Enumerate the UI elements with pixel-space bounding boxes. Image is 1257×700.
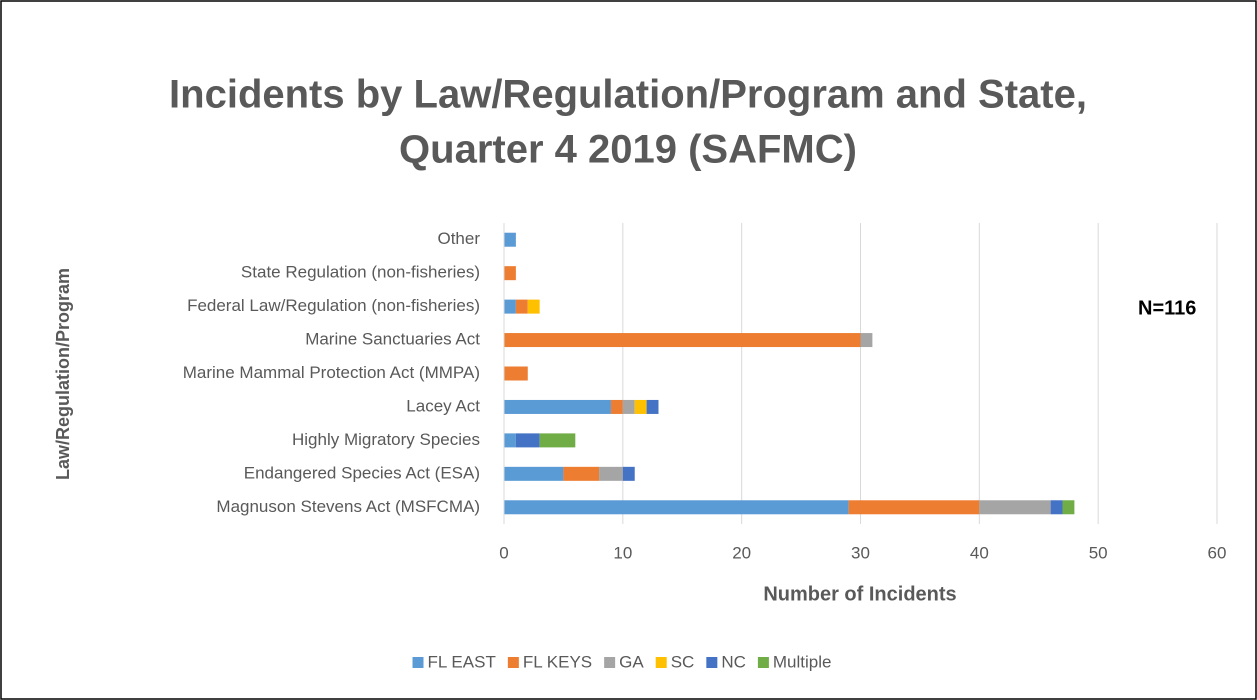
bar-segment <box>860 333 873 348</box>
x-tick-label: 60 <box>1208 543 1227 562</box>
y-tick-label: Marine Sanctuaries Act <box>305 330 480 349</box>
bar-segment <box>539 433 576 448</box>
bar-segment <box>504 266 516 281</box>
bar-segment <box>646 399 659 414</box>
y-tick-label: Lacey Act <box>406 396 480 415</box>
y-tick-label: Federal Law/Regulation (non-fisheries) <box>187 296 480 315</box>
bar-segment <box>610 399 623 414</box>
bar-segment <box>515 433 540 448</box>
bar-segment <box>1062 500 1075 515</box>
bar-segment <box>504 500 849 515</box>
bar-segment <box>979 500 1051 515</box>
bar-segment <box>504 433 516 448</box>
bar-segment <box>504 466 564 481</box>
legend-swatch <box>507 657 519 668</box>
bar-segment <box>504 399 611 414</box>
bar-segment <box>634 399 647 414</box>
x-axis-label: Number of Incidents <box>763 583 956 605</box>
x-tick-label: 20 <box>732 543 751 562</box>
y-tick-label: Other <box>437 229 480 248</box>
legend-swatch <box>655 657 667 668</box>
legend-swatch <box>706 657 718 668</box>
legend-label: FL KEYS <box>523 652 592 671</box>
bar-segment <box>599 466 623 481</box>
x-tick-label: 40 <box>970 543 989 562</box>
bar-segment <box>515 299 528 314</box>
y-axis-label: Law/Regulation/Program <box>53 268 73 480</box>
y-tick-label: State Regulation (non-fisheries) <box>241 263 480 282</box>
x-tick-label: 30 <box>851 543 870 562</box>
legend-label: Multiple <box>773 652 832 671</box>
annotation: N=116 <box>1138 297 1196 319</box>
y-tick-label: Highly Migratory Species <box>292 430 480 449</box>
bar-segment <box>622 466 635 481</box>
y-tick-label: Marine Mammal Protection Act (MMPA) <box>183 363 480 382</box>
legend-label: FL EAST <box>428 652 496 671</box>
legend-label: NC <box>721 652 746 671</box>
bar-segment <box>563 466 600 481</box>
y-tick-label: Magnuson Stevens Act (MSFCMA) <box>216 497 480 516</box>
legend-label: SC <box>671 652 695 671</box>
y-tick-label: Endangered Species Act (ESA) <box>244 463 480 482</box>
legend-swatch <box>412 657 424 668</box>
bar-segment <box>527 299 540 314</box>
bar-segment <box>504 232 516 247</box>
legend-swatch <box>757 657 769 668</box>
bar-segment <box>504 366 528 381</box>
bar-segment <box>1050 500 1063 515</box>
legend-swatch <box>604 657 616 668</box>
chart-title: Quarter 4 2019 (SAFMC) <box>399 128 857 172</box>
bar-segment <box>622 399 635 414</box>
bar-segment <box>504 333 861 348</box>
bar-segment <box>848 500 980 515</box>
x-tick-label: 10 <box>613 543 632 562</box>
x-tick-label: 0 <box>499 543 508 562</box>
bar-segment <box>504 299 516 314</box>
legend-label: GA <box>619 652 644 671</box>
chart-title: Incidents by Law/Regulation/Program and … <box>169 73 1087 117</box>
x-tick-label: 50 <box>1089 543 1108 562</box>
